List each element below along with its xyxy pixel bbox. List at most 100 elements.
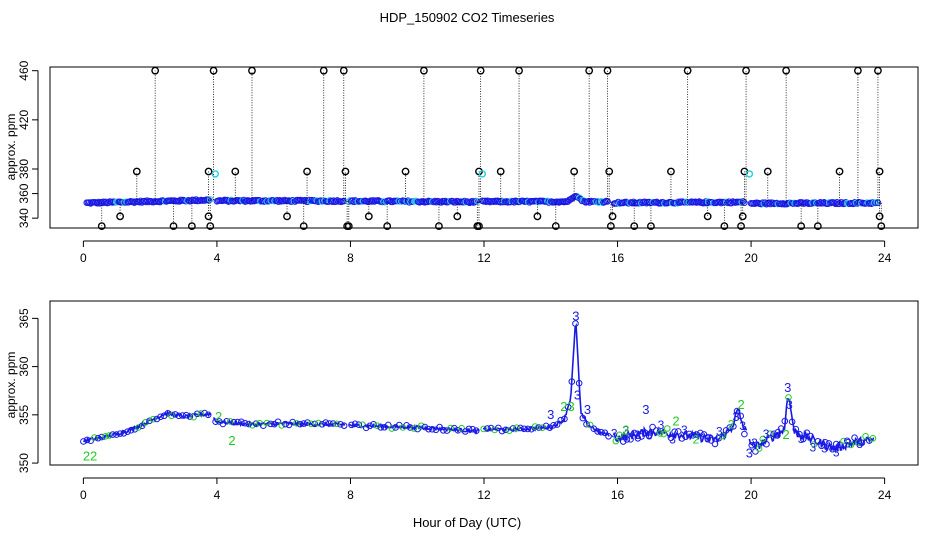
glyph-label: 3 (716, 424, 723, 438)
data-point (91, 434, 98, 441)
glyph-label-blue: 3 (732, 409, 739, 424)
data-point (421, 423, 429, 431)
top-y-tick-label: 460 (17, 60, 31, 80)
outlier-point (608, 212, 617, 221)
data-point (623, 436, 631, 443)
data-point (135, 424, 142, 431)
data-point (674, 428, 682, 435)
data-point (730, 423, 737, 430)
outlier-point (605, 167, 614, 176)
glyph-label: 3 (611, 426, 618, 440)
data-point (671, 428, 678, 436)
glyph-label: 3 (833, 445, 840, 459)
data-point (149, 415, 157, 423)
data-point (572, 320, 579, 327)
glyph-label-blue: 3 (784, 380, 791, 395)
data-point (748, 441, 756, 449)
glyph-label: 3 (646, 428, 653, 442)
outlier-point (854, 66, 862, 75)
top-plot-frame (49, 66, 919, 229)
outlier-point (875, 167, 884, 176)
glyph-label: 3 (774, 427, 781, 441)
data-point (660, 430, 667, 438)
data-point (832, 440, 840, 448)
glyph-label: 3 (669, 432, 676, 446)
data-point (116, 430, 124, 437)
data-point (212, 418, 219, 425)
data-point (689, 432, 697, 439)
outlier-point (151, 66, 160, 75)
data-point (124, 428, 131, 435)
axes-group: 0 4 8 12 16 20 24 340 360 380 420 460 0 4 8 12 16 20 24 350… (17, 60, 892, 502)
glyph-label-green: 2 (215, 409, 222, 424)
data-point (179, 412, 186, 419)
data-point (157, 413, 164, 421)
data-point (311, 420, 319, 428)
top-plot-marks (83, 66, 886, 231)
outlier-point (875, 212, 884, 221)
data-point (127, 426, 135, 434)
data-point (799, 435, 807, 443)
data-point (542, 422, 550, 430)
top-y-axis-label: approx. ppm (4, 114, 18, 181)
data-point (818, 442, 825, 450)
data-point (774, 432, 781, 439)
outlier-point (496, 167, 505, 176)
data-point (634, 434, 642, 442)
data-point (153, 415, 161, 423)
outlier-point (187, 222, 196, 231)
data-point (105, 432, 113, 439)
data-point (337, 421, 344, 428)
data-point (454, 427, 462, 434)
data-point (814, 438, 822, 445)
data-point (318, 420, 326, 428)
top-x-tick-label: 20 (744, 251, 758, 265)
bottom-x-tick-label: 4 (214, 488, 221, 502)
data-point (854, 439, 862, 447)
data-point (425, 425, 432, 433)
data-point (473, 427, 480, 434)
outlier-point (209, 66, 218, 75)
glyph-label: 3 (623, 423, 630, 437)
data-point (351, 420, 359, 428)
data-point (708, 437, 715, 444)
outlier-point (231, 167, 240, 176)
top-y-tick-label: 360 (17, 183, 31, 203)
data-point (697, 429, 704, 437)
data-point (142, 418, 150, 426)
data-point (517, 424, 524, 432)
data-point (278, 422, 285, 429)
data-point (738, 198, 746, 206)
glyph-label-blue: 3 (746, 445, 753, 460)
data-point (616, 431, 623, 439)
outlier-point (299, 222, 308, 231)
data-point (226, 418, 234, 425)
data-point (307, 420, 315, 428)
data-point (491, 426, 498, 434)
outlier-point (116, 212, 125, 221)
bottom-plot-frame (49, 300, 919, 466)
data-point (561, 415, 568, 423)
glyph-label: 3 (798, 432, 805, 446)
data-point (649, 423, 656, 431)
data-point (322, 419, 330, 426)
data-point (245, 420, 252, 428)
outlier-point (835, 167, 844, 176)
glyph-label: 3 (704, 432, 711, 446)
outlier-point (283, 212, 291, 221)
data-point (575, 379, 583, 387)
top-x-tick-label: 24 (878, 251, 892, 265)
data-point (326, 420, 333, 427)
data-point (263, 419, 271, 427)
outlier-point (169, 222, 178, 231)
data-point (847, 441, 855, 449)
glyph-label: 3 (856, 437, 863, 451)
data-point (619, 438, 627, 445)
outlier-point (476, 66, 485, 75)
data-point (498, 427, 506, 435)
series-line (748, 398, 875, 454)
bottom-y-tick-label: 365 (17, 308, 31, 328)
data-point (759, 435, 767, 443)
data-point (241, 419, 249, 427)
data-point (102, 433, 109, 440)
